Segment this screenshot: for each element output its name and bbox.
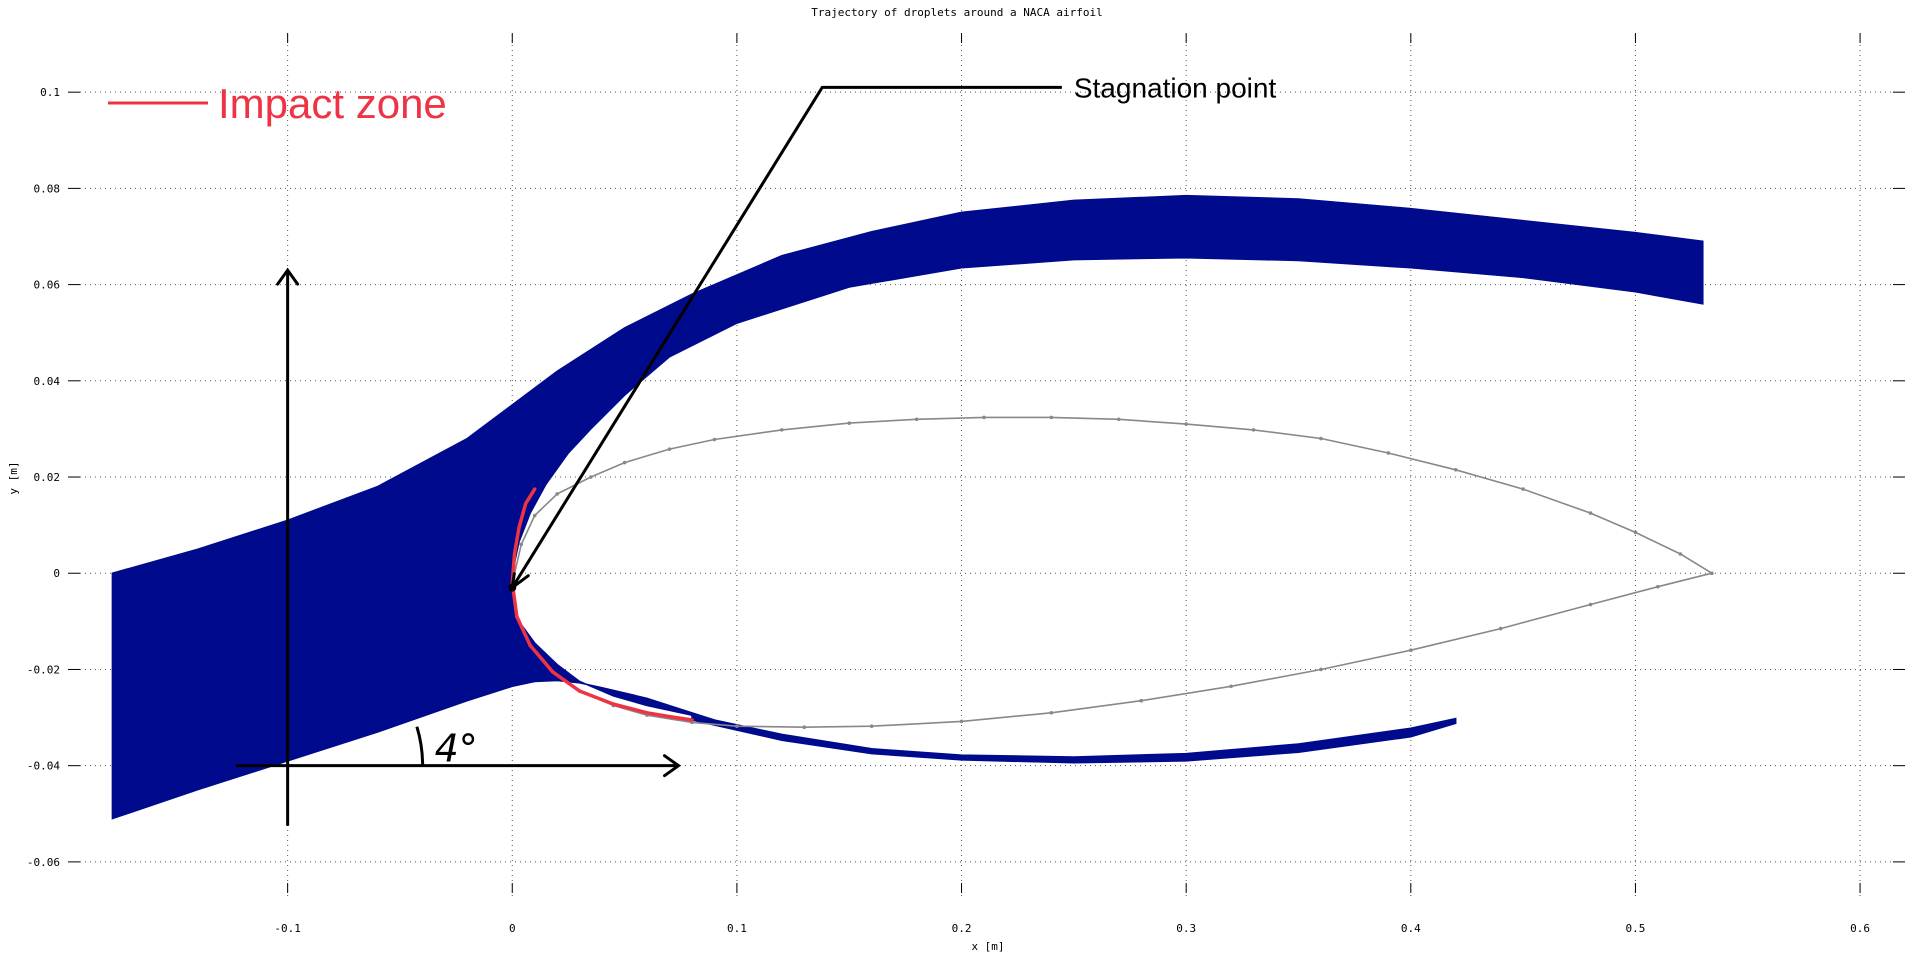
impact-zone-lower (510, 581, 694, 722)
stagnation-point-label: Stagnation point (1074, 72, 1277, 103)
legend: Impact zone (108, 80, 447, 127)
airfoil-marker (1588, 602, 1593, 607)
airfoil-marker (959, 719, 964, 724)
chart-title: Trajectory of droplets around a NACA air… (811, 6, 1102, 19)
x-tick-label: 0.3 (1176, 922, 1196, 935)
annotations (235, 85, 1062, 826)
airfoil-marker (1319, 436, 1323, 441)
impact-zone-series (510, 487, 694, 722)
stagnation-marker (508, 583, 517, 592)
y-tick-label: 0.06 (34, 279, 61, 292)
impact-zone-upper (510, 487, 537, 585)
airfoil-marker (1656, 584, 1660, 589)
airfoil-marker (1498, 626, 1503, 631)
airfoil-marker (589, 475, 593, 479)
airfoil-marker (1319, 667, 1323, 672)
airfoil-marker (735, 724, 739, 729)
x-axis-label: x [m] (971, 940, 1004, 953)
airfoil-polyline (511, 416, 1713, 729)
airfoil-marker (982, 415, 986, 420)
airfoil-marker (1049, 415, 1054, 420)
airfoil-marker (1633, 530, 1638, 535)
airfoil-outline (510, 415, 1714, 729)
x-tick-label: 0.5 (1626, 922, 1646, 935)
airfoil-marker (1139, 698, 1144, 703)
x-tick-label: -0.1 (274, 922, 301, 935)
x-tick-label: 0 (509, 922, 516, 935)
airfoil-marker (1229, 684, 1233, 689)
airfoil-marker (1184, 422, 1188, 426)
airfoil-marker (1049, 710, 1054, 715)
y-axis-label: y [m] (7, 461, 20, 494)
droplet-band-lower-tail (691, 714, 1457, 764)
airfoil-marker (667, 447, 672, 451)
y-tick-label: 0.02 (34, 471, 61, 484)
airfoil-marker (1251, 428, 1256, 432)
x-tick-label: 0.6 (1850, 922, 1870, 935)
y-tick-label: 0.08 (34, 182, 61, 195)
airfoil-marker (622, 460, 627, 465)
axis-ticks: -0.1 0 0.1 0.2 0.3 0.4 0.5 0.6 -0.06 -0.04 -0.02 0 0… (27, 33, 1905, 935)
airfoil-marker (780, 428, 784, 432)
airfoil-marker (1710, 571, 1714, 576)
legend-label-impact-zone: Impact zone (218, 80, 447, 127)
droplet-trajectory-band (111, 194, 1704, 820)
stagnation-leader-line (510, 85, 1062, 589)
airfoil-marker (847, 421, 852, 425)
x-tick-label: 0.1 (727, 922, 747, 935)
airfoil-marker (914, 417, 919, 422)
vertical-arrowhead (276, 267, 300, 286)
y-tick-label: 0 (53, 567, 60, 580)
y-tick-label: -0.02 (27, 663, 60, 676)
angle-arc (415, 726, 425, 766)
y-tick-label: 0.1 (40, 86, 60, 99)
airfoil-marker (712, 437, 717, 442)
x-tick-label: 0.4 (1401, 922, 1421, 935)
airfoil-marker (1521, 487, 1525, 491)
y-tick-label: 0.04 (34, 375, 61, 388)
angle-label: 4° (435, 727, 478, 771)
airfoil-marker (1678, 552, 1683, 556)
x-tick-label: 0.2 (952, 922, 972, 935)
airfoil-marker (1116, 417, 1121, 422)
y-tick-label: -0.06 (27, 856, 60, 869)
horizontal-arrowhead (662, 754, 682, 778)
droplet-band-main (111, 194, 1704, 820)
airfoil-marker (1386, 451, 1391, 455)
airfoil-marker (1409, 648, 1413, 653)
airfoil-marker (869, 724, 874, 729)
airfoil-marker (802, 725, 807, 729)
airfoil-marker (532, 513, 537, 518)
airfoil-marker (1588, 511, 1593, 515)
airfoil-marker (519, 542, 524, 547)
airfoil-marker (1453, 468, 1458, 472)
airfoil-marker (555, 492, 559, 496)
y-tick-label: -0.04 (27, 760, 60, 773)
